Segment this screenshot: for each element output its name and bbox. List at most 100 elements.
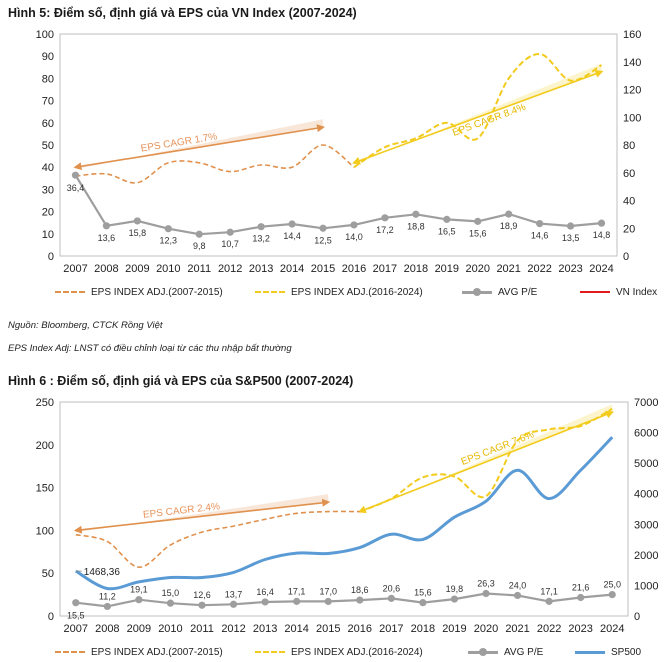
pe-point (198, 601, 206, 609)
pe-point (350, 221, 358, 229)
pe-point (566, 222, 575, 230)
x-tick-label: 2016 (348, 623, 372, 635)
legend-swatch-sp500 (575, 650, 605, 654)
legend-swatch-eps-new (255, 651, 285, 653)
x-tick-label: 2017 (373, 263, 397, 275)
series-line-pe (74, 174, 602, 236)
cagr-arrow-new (352, 70, 604, 165)
x-tick-label: 2007 (64, 623, 88, 635)
x-tick-label: 2010 (158, 623, 182, 635)
legend-label: EPS INDEX ADJ.(2016-2024) (291, 286, 423, 298)
x-tick-label: 2021 (496, 263, 520, 275)
y-left-tick-label: 150 (36, 483, 54, 495)
cagr-arrow-new (357, 410, 615, 514)
y-right-tick-label: 3000 (634, 519, 658, 531)
legend-swatch-eps-old (55, 291, 85, 293)
pe-point (419, 599, 427, 607)
pe-data-label: 12,5 (314, 235, 332, 245)
y-left-tick-label: 30 (42, 184, 54, 196)
pe-data-label: 12,6 (193, 590, 211, 600)
pe-point (482, 589, 490, 598)
y-left-tick-label: 50 (42, 568, 54, 580)
pe-data-label: 20,6 (383, 583, 401, 593)
legend-label: VN Index (616, 286, 658, 298)
x-tick-label: 2014 (284, 623, 308, 635)
legend-swatch-eps-old (55, 651, 85, 653)
x-tick-label: 2018 (411, 623, 435, 635)
pe-data-label: 16,5 (438, 226, 456, 236)
y-right-tick-label: 1000 (634, 580, 658, 592)
plot-frame (59, 33, 618, 257)
y-left-tick-label: 40 (42, 162, 54, 174)
x-tick-label: 2013 (253, 623, 277, 635)
y-left-tick-label: 250 (36, 397, 54, 409)
series-line-eps-2007-2015 (75, 510, 360, 569)
pe-data-label: 18,9 (500, 221, 518, 231)
y-left-tick-label: 20 (42, 207, 54, 219)
pe-point (103, 602, 111, 611)
pe-point (195, 230, 203, 238)
x-tick-label: 2015 (316, 623, 340, 635)
y-right-tick-label: 6000 (634, 428, 658, 440)
chart-sp500: 0 50 100 150 200 250 0 1000 2000 3000 4000 5000 6000… (36, 397, 659, 635)
pe-data-label: 15,8 (129, 228, 147, 238)
pe-point (443, 215, 451, 223)
pe-point (164, 225, 172, 233)
y-left-tick-label: 0 (48, 251, 54, 263)
pe-point (513, 591, 522, 600)
legend-label: EPS INDEX ADJ.(2007-2015) (91, 646, 223, 658)
x-tick-label: 2010 (156, 263, 180, 275)
pe-data-label: 19,1 (130, 585, 148, 595)
pe-point (226, 228, 234, 236)
x-tick-label: 2009 (127, 623, 151, 635)
y-left-tick-label: 0 (48, 611, 54, 623)
pe-data-label: 14,4 (283, 231, 301, 241)
eps-definition-note: EPS Index Adj: LNST có điều chỉnh loại t… (8, 343, 292, 354)
chart-vn-index: 0 10 20 30 40 50 60 70 80 90 100 0 20 40 60 80 100 120 140… (36, 29, 642, 275)
y-left-tick-label: 10 (42, 229, 54, 241)
pe-point (505, 210, 513, 218)
y-right-tick-label: 80 (623, 140, 635, 152)
pe-data-label: 14,8 (593, 230, 611, 240)
x-tick-label: 2013 (249, 263, 273, 275)
y-left-tick-label: 80 (42, 73, 54, 85)
pe-data-label: 14,0 (345, 232, 363, 242)
pe-point (229, 600, 238, 608)
y-right-tick-label: 0 (634, 611, 640, 623)
pe-data-label: 15,5 (67, 611, 85, 621)
pe-point (597, 219, 606, 227)
index-start-value-label: 1468,36 (84, 567, 121, 578)
x-tick-label: 2017 (379, 623, 403, 635)
y-left-tick-label: 200 (36, 440, 54, 452)
pe-point (319, 224, 327, 232)
x-tick-label: 2008 (95, 623, 119, 635)
x-tick-label: 2008 (94, 263, 118, 275)
pe-point (166, 599, 175, 607)
legend-item-eps-old: EPS INDEX ADJ.(2007-2015) (55, 644, 223, 660)
legend-sp500: EPS INDEX ADJ.(2007-2015) EPS INDEX ADJ.… (0, 644, 670, 660)
x-tick-label: 2011 (187, 263, 211, 275)
pe-data-label: 15,6 (469, 228, 487, 238)
legend-swatch-pe (462, 287, 492, 296)
pe-data-label: 13,5 (562, 233, 580, 243)
pe-point (293, 597, 301, 605)
pe-point (257, 223, 265, 231)
x-tick-label: 2020 (466, 263, 490, 275)
figure-6-title: Hình 6 : Điểm số, định giá và EPS của S&… (8, 374, 354, 388)
legend-label: AVG P/E (498, 286, 538, 298)
pe-point (474, 217, 482, 225)
pe-point (324, 597, 332, 606)
pe-point (135, 596, 143, 604)
y-right-tick-label: 140 (623, 57, 641, 69)
legend-label: EPS INDEX ADJ.(2007-2015) (91, 286, 223, 298)
legend-label: EPS INDEX ADJ.(2016-2024) (291, 646, 423, 658)
pe-point (356, 596, 364, 604)
x-tick-label: 2015 (311, 263, 335, 275)
x-tick-label: 2009 (125, 263, 149, 275)
y-left-tick-label: 70 (42, 96, 54, 108)
legend-item-eps-new: EPS INDEX ADJ.(2016-2024) (255, 284, 423, 300)
legend-swatch-pe (468, 647, 498, 656)
pe-data-label: 26,3 (477, 578, 495, 588)
y-right-tick-label: 7000 (634, 397, 658, 409)
x-tick-label: 2023 (568, 623, 592, 635)
